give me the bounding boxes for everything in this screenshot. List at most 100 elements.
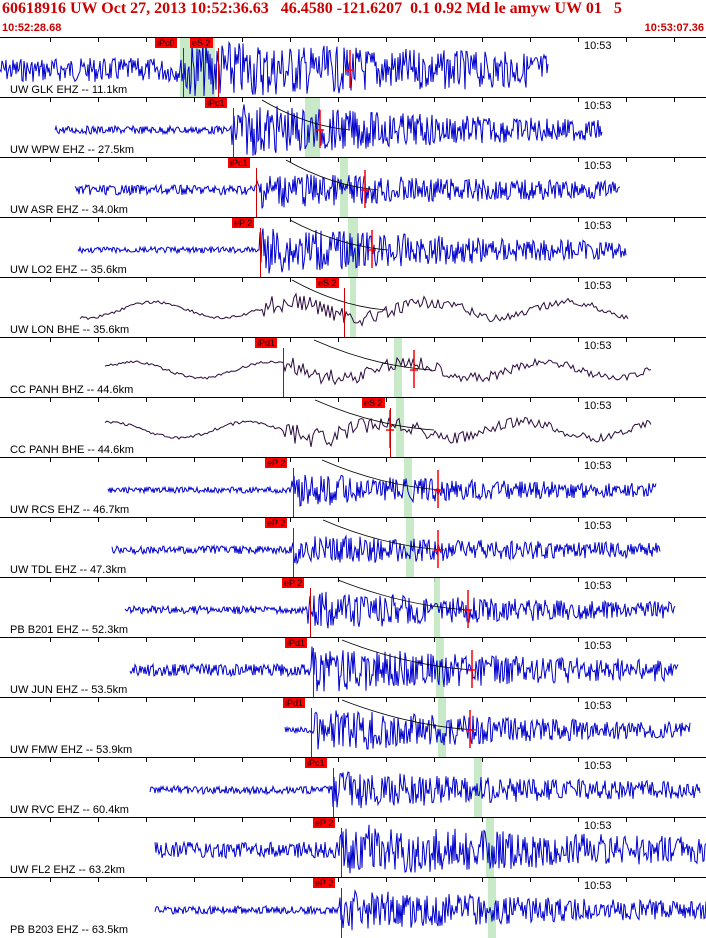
phase-pick-line[interactable] (341, 828, 342, 878)
phase-pick-line[interactable] (341, 888, 342, 938)
phase-pick-line[interactable] (233, 108, 234, 158)
waveform-trace[interactable] (0, 638, 706, 698)
time-tick (482, 98, 483, 102)
station-label: UW WPW EHZ -- 27.5km (10, 144, 135, 156)
phase-pick-label[interactable]: eS 2 (362, 398, 385, 408)
time-tick (482, 338, 483, 342)
phase-pick-label[interactable]: iPd1 (285, 638, 308, 648)
waveform-trace[interactable] (0, 338, 706, 398)
phase-pick-line[interactable] (256, 168, 257, 218)
waveform-trace[interactable] (0, 518, 706, 578)
waveform-trace[interactable] (0, 98, 706, 158)
panel-time-label: 10:53 (584, 580, 612, 592)
time-tick (338, 518, 339, 522)
time-tick (290, 818, 291, 822)
waveform-trace[interactable] (0, 158, 706, 218)
time-tick (482, 698, 483, 702)
time-tick (482, 638, 483, 642)
phase-pick-line[interactable] (293, 528, 294, 578)
phase-pick-label[interactable]: eP 2 (265, 458, 288, 468)
phase-pick-line[interactable] (390, 408, 391, 458)
phase-pick-line[interactable] (283, 348, 284, 398)
seismogram-panel: iPd1 10:53 CC PANH BHZ -- 44.6km (0, 337, 706, 398)
time-tick (674, 278, 675, 282)
phase-pick-label[interactable]: eS 2 (190, 38, 213, 48)
phase-pick-line[interactable] (310, 588, 311, 638)
time-tick (578, 158, 579, 162)
trace-grid: iPc0 eS 2 10:53 UW GLK EHZ -- 11.1km iPc1 10:… (0, 37, 706, 938)
panel-time-label: 10:53 (584, 160, 612, 172)
phase-pick-line[interactable] (344, 288, 345, 338)
time-tick (578, 698, 579, 702)
time-tick (434, 818, 435, 822)
phase-pick-label[interactable]: iPc0 (155, 38, 177, 48)
panel-time-label: 10:53 (584, 220, 612, 232)
time-tick (674, 758, 675, 762)
time-tick (434, 638, 435, 642)
time-tick (242, 518, 243, 522)
time-tick (578, 458, 579, 462)
waveform-trace[interactable] (0, 218, 706, 278)
station-label: UW GLK EHZ -- 11.1km (10, 84, 128, 96)
phase-pick-label[interactable]: iPc1 (305, 758, 327, 768)
end-time-label: 10:53:07.36 (644, 22, 704, 34)
panel-time-label: 10:53 (584, 820, 612, 832)
time-tick (482, 818, 483, 822)
time-tick (578, 278, 579, 282)
time-tick (98, 338, 99, 342)
waveform-trace[interactable] (0, 758, 706, 818)
time-tick (146, 878, 147, 882)
time-tick (194, 578, 195, 582)
phase-pick-label[interactable]: iPd1 (283, 698, 306, 708)
station-label: UW TDL EHZ -- 47.3km (10, 564, 127, 576)
waveform-trace[interactable] (0, 698, 706, 758)
waveform-trace[interactable] (0, 578, 706, 638)
phase-pick-line[interactable] (333, 768, 334, 818)
time-tick (386, 698, 387, 702)
s-window-band (348, 218, 358, 278)
time-tick (194, 218, 195, 222)
time-tick (290, 98, 291, 102)
waveform-trace[interactable] (0, 818, 706, 878)
phase-pick-label[interactable]: eP 2 (313, 878, 336, 888)
time-tick (578, 638, 579, 642)
phase-pick-label[interactable]: eP 2 (282, 578, 305, 588)
waveform-trace[interactable] (0, 278, 706, 338)
time-tick (530, 878, 531, 882)
phase-pick-line[interactable] (260, 228, 261, 278)
time-tick (194, 758, 195, 762)
phase-pick-line[interactable] (311, 708, 312, 758)
waveform-trace[interactable] (0, 458, 706, 518)
station-label: UW FL2 EHZ -- 63.2km (10, 864, 125, 876)
time-tick (242, 278, 243, 282)
time-tick (50, 278, 51, 282)
phase-pick-label[interactable]: iPd1 (255, 338, 278, 348)
phase-pick-line[interactable] (313, 648, 314, 698)
time-tick (386, 98, 387, 102)
time-tick (530, 698, 531, 702)
time-tick (626, 218, 627, 222)
time-tick (50, 98, 51, 102)
time-tick (146, 698, 147, 702)
phase-pick-label[interactable]: eP 2 (265, 518, 288, 528)
phase-pick-label[interactable]: iPc1 (205, 98, 227, 108)
time-tick (50, 758, 51, 762)
phase-pick-label[interactable]: iPc1 (228, 158, 250, 168)
phase-pick-line[interactable] (183, 48, 184, 98)
time-tick (530, 578, 531, 582)
time-tick (98, 38, 99, 42)
time-tick (50, 458, 51, 462)
time-tick (338, 818, 339, 822)
waveform-trace[interactable] (0, 878, 706, 938)
time-tick (674, 38, 675, 42)
phase-pick-label[interactable]: eP 2 (232, 218, 255, 228)
time-tick (578, 38, 579, 42)
phase-pick-line[interactable] (293, 468, 294, 518)
waveform-trace[interactable] (0, 38, 706, 98)
phase-pick-label[interactable]: eS 2 (316, 278, 339, 288)
time-tick (578, 98, 579, 102)
station-label: PB B203 EHZ -- 63.5km (10, 924, 128, 936)
phase-pick-label[interactable]: eP 2 (313, 818, 336, 828)
time-tick (242, 758, 243, 762)
phase-pick-line[interactable] (218, 48, 219, 98)
